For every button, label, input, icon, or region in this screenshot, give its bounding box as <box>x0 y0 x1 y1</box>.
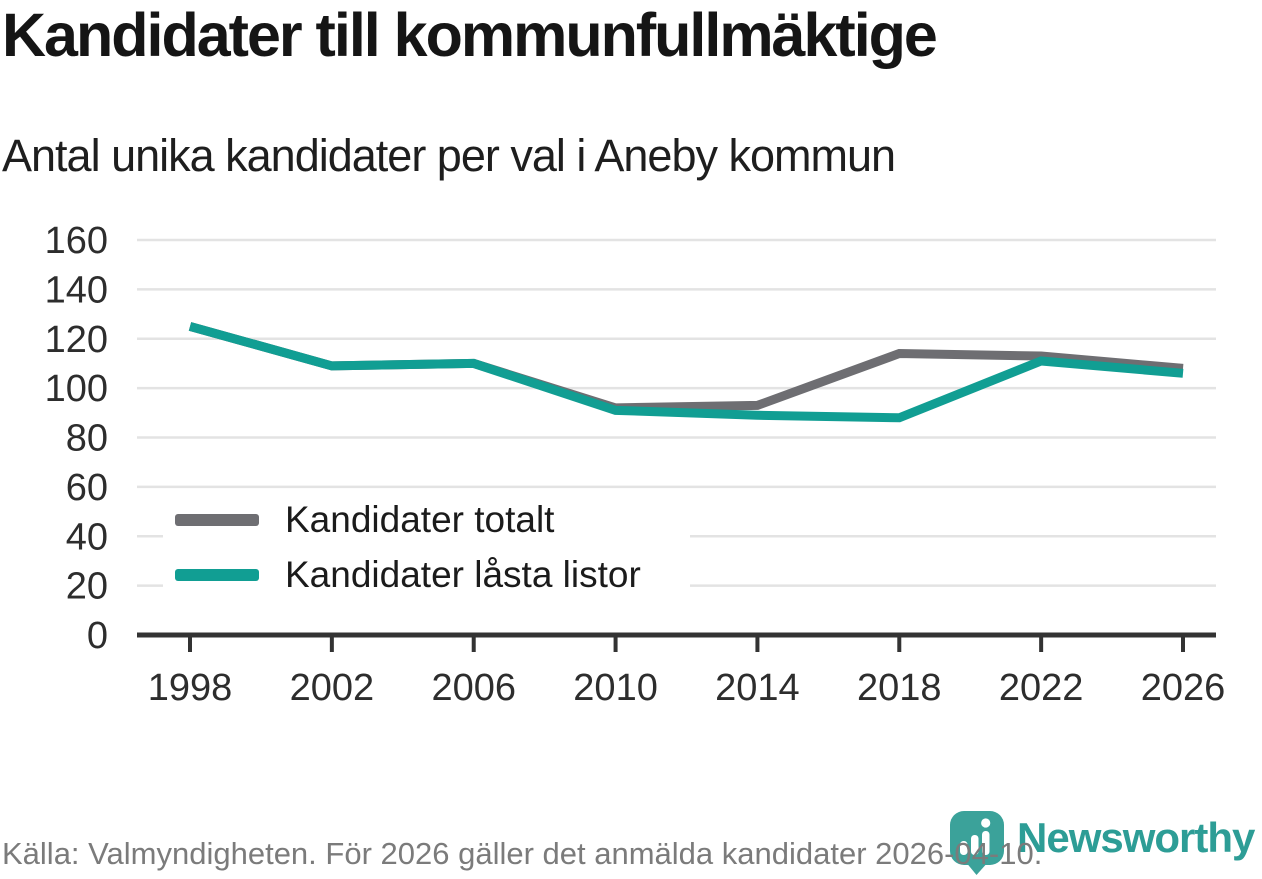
legend-item-totalt: Kandidater totalt <box>175 494 690 546</box>
y-axis-tick-label: 120 <box>45 319 108 361</box>
newsworthy-wordmark: Newsworthy <box>1017 814 1255 861</box>
x-axis-tick-label: 2014 <box>715 667 800 709</box>
x-axis-tick-label: 1998 <box>148 667 233 709</box>
newsworthy-pin-icon <box>950 811 1004 875</box>
x-axis-tick-label: 2010 <box>573 667 658 709</box>
chart-legend: Kandidater totalt Kandidater låsta listo… <box>163 490 690 608</box>
y-axis-tick-label: 160 <box>45 220 108 262</box>
x-axis-tick-label: 2006 <box>431 667 516 709</box>
series-line-lasta-listor <box>188 322 1184 423</box>
legend-swatch-teal-line <box>175 568 259 581</box>
source-note: Källa: Valmyndigheten. För 2026 gäller d… <box>2 836 1043 871</box>
legend-item-lasta-listor: Kandidater låsta listor <box>175 549 690 601</box>
legend-label-totalt: Kandidater totalt <box>285 498 555 540</box>
x-axis-tick-label: 2026 <box>1141 667 1226 709</box>
chart-title: Kandidater till kommunfullmäktige <box>2 1 938 69</box>
y-axis-tick-label: 140 <box>45 269 108 311</box>
x-axis-tick-label: 2018 <box>857 667 942 709</box>
y-axis-tick-label: 80 <box>66 418 108 460</box>
y-axis-tick-label: 60 <box>66 467 108 509</box>
y-axis-tick-label: 20 <box>66 566 108 608</box>
x-axis-tick-label: 2022 <box>999 667 1084 709</box>
y-axis-tick-label: 40 <box>66 516 108 558</box>
legend-label-lasta-listor: Kandidater låsta listor <box>285 553 641 595</box>
legend-swatch-gray-line <box>175 513 259 526</box>
x-axis-tick-label: 2002 <box>290 667 375 709</box>
chart-subtitle: Antal unika kandidater per val i Aneby k… <box>2 130 896 181</box>
y-axis-tick-label: 0 <box>87 615 108 657</box>
newsworthy-logo: Newsworthy <box>949 810 1255 876</box>
y-axis-tick-label: 100 <box>45 368 108 410</box>
